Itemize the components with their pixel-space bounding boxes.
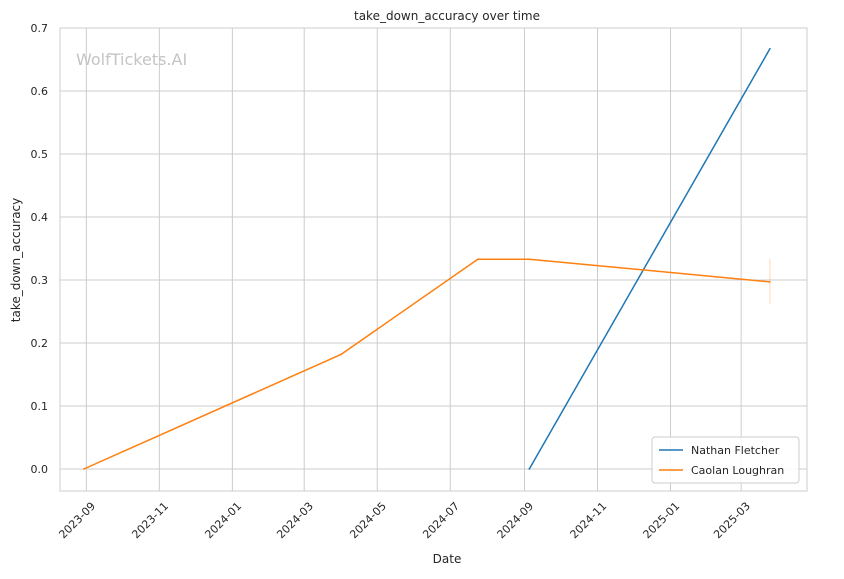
y-tick-label: 0.5 [31, 148, 49, 161]
y-tick-label: 0.7 [31, 22, 49, 35]
y-tick-label: 0.0 [31, 463, 49, 476]
data-point [340, 353, 343, 356]
legend-box [651, 436, 800, 484]
watermark: WolfTickets.AI [76, 50, 187, 69]
plot-frame [59, 27, 808, 492]
series-line-0 [528, 48, 771, 470]
x-axis-label: Date [433, 552, 462, 566]
y-axis: 0.0 0.1 0.2 0.3 0.4 0.5 0.6 0.7 [31, 22, 49, 476]
legend-label: Nathan Fletcher [691, 444, 780, 457]
data-point [528, 258, 531, 260]
y-tick-label: 0.1 [31, 400, 49, 413]
plot-area [60, 28, 807, 491]
data-point [476, 258, 479, 260]
data-point [528, 468, 531, 470]
chart-title: take_down_accuracy over time [354, 9, 540, 23]
data-point [83, 468, 85, 470]
y-tick-label: 0.3 [31, 274, 49, 287]
legend-label: Caolan Loughran [691, 464, 784, 477]
y-tick-label: 0.4 [31, 211, 49, 224]
legend: Nathan Fletcher Caolan Loughran [651, 436, 800, 484]
series-layer [83, 47, 771, 470]
y-tick-label: 0.2 [31, 337, 49, 350]
y-tick-label: 0.6 [31, 85, 49, 98]
data-point [769, 47, 771, 50]
y-axis-label: take_down_accuracy [9, 198, 23, 322]
data-point [769, 281, 771, 283]
